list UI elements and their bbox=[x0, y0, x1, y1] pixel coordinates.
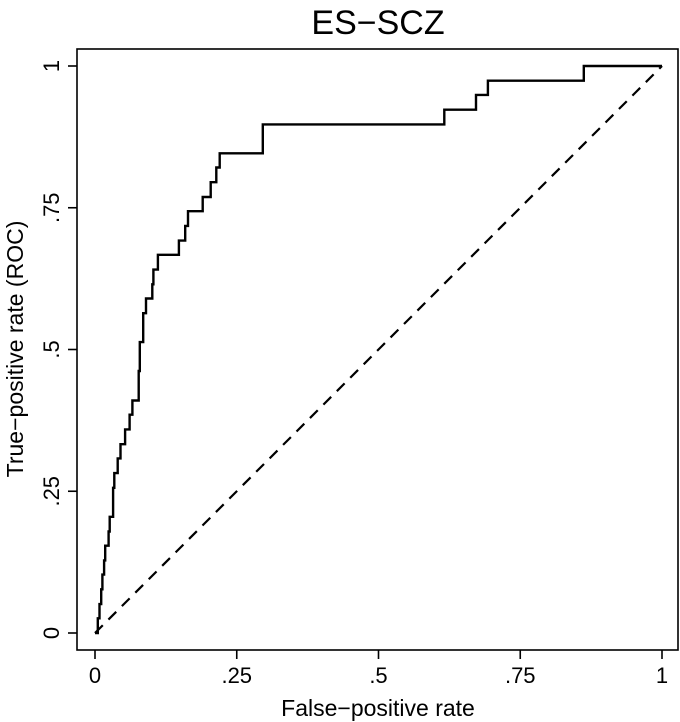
x-tick-label: 0 bbox=[89, 663, 101, 688]
y-tick-label: .25 bbox=[39, 476, 64, 507]
y-tick-label: .75 bbox=[39, 192, 64, 223]
y-axis: 0 .25 .5 .75 1 bbox=[39, 60, 77, 639]
x-axis-label: False−positive rate bbox=[281, 695, 475, 721]
chart-title: ES−SCZ bbox=[311, 4, 444, 42]
x-axis: 0 .25 .5 .75 1 bbox=[89, 650, 668, 688]
x-tick-label: 1 bbox=[656, 663, 668, 688]
x-tick-label: .5 bbox=[369, 663, 387, 688]
y-axis-label: True−positive rate (ROC) bbox=[2, 221, 28, 478]
y-tick-label: 0 bbox=[39, 627, 64, 639]
x-tick-label: .25 bbox=[221, 663, 252, 688]
y-tick-label: 1 bbox=[39, 60, 64, 72]
roc-curve-line bbox=[95, 64, 662, 635]
x-tick-label: .75 bbox=[505, 663, 536, 688]
y-tick-label: .5 bbox=[39, 340, 64, 358]
reference-diagonal-line bbox=[94, 65, 663, 634]
